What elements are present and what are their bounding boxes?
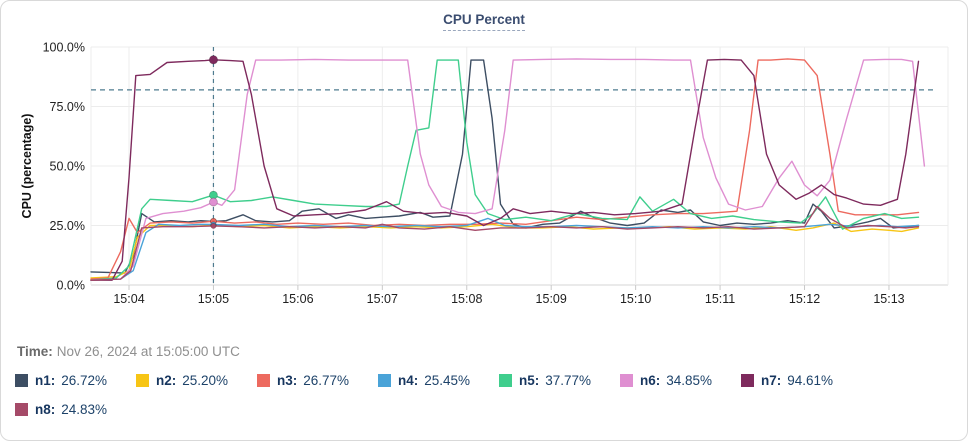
legend-swatch-n5	[499, 374, 512, 387]
legend-series-value: 94.61%	[787, 373, 834, 388]
legend-swatch-n8	[15, 403, 28, 416]
legend-swatch-n4	[378, 374, 391, 387]
series-line-n1	[90, 59, 920, 274]
x-tick-label: 15:12	[789, 292, 820, 306]
crosshair-time-readout: Time: Nov 26, 2024 at 15:05:00 UTC	[17, 344, 240, 359]
crosshair-marker-n7	[208, 55, 219, 65]
series-line-n5	[90, 59, 920, 281]
legend-series-value: 34.85%	[666, 373, 713, 388]
y-tick-label: 25.0%	[50, 219, 85, 233]
legend-item-n5[interactable]: n5: 37.77%	[499, 373, 620, 388]
panel-header: CPU Percent	[1, 12, 967, 31]
legend-item-n4[interactable]: n4: 25.45%	[378, 373, 499, 388]
legend-series-value: 25.45%	[424, 373, 471, 388]
y-tick-label: 100.0%	[43, 41, 85, 55]
x-tick-label: 15:08	[451, 292, 482, 306]
legend-item-n2[interactable]: n2: 25.20%	[136, 373, 257, 388]
legend-series-name: n8:	[35, 402, 56, 417]
series-line-n3	[90, 58, 920, 280]
legend-swatch-n7	[741, 374, 754, 387]
legend-series-name: n7:	[761, 373, 782, 388]
legend-series-name: n6:	[640, 373, 661, 388]
x-tick-label: 15:13	[873, 292, 904, 306]
series-line-n6	[90, 58, 926, 281]
x-tick-label: 15:04	[113, 292, 144, 306]
series-line-n2	[90, 222, 920, 279]
legend-series-value: 26.77%	[303, 373, 350, 388]
x-tick-label: 15:06	[282, 292, 313, 306]
x-tick-label: 15:05	[198, 292, 229, 306]
legend-series-value: 24.83%	[61, 402, 108, 417]
y-axis-title: CPU (percentage)	[20, 114, 34, 219]
crosshair-marker-n6	[209, 197, 218, 207]
x-tick-label: 15:07	[367, 292, 398, 306]
legend-item-n8[interactable]: n8: 24.83%	[15, 402, 136, 417]
legend-series-value: 26.72%	[61, 373, 108, 388]
series-line-n8	[90, 205, 920, 281]
legend-series-value: 25.20%	[182, 373, 229, 388]
legend-item-n6[interactable]: n6: 34.85%	[620, 373, 741, 388]
legend-item-n7[interactable]: n7: 94.61%	[741, 373, 862, 388]
legend-swatch-n6	[620, 374, 633, 387]
legend-series-value: 37.77%	[545, 373, 592, 388]
legend-series-name: n4:	[398, 373, 419, 388]
legend-series-name: n5:	[519, 373, 540, 388]
legend-swatch-n1	[15, 374, 28, 387]
legend-row-2: n8: 24.83%	[15, 402, 136, 417]
y-tick-label: 0.0%	[57, 279, 86, 293]
cpu-chart[interactable]: 0.0% 25.0% 50.0% 75.0% 100.0% 15:04 15:05 15:06…	[1, 37, 968, 317]
series-line-n7	[90, 58, 920, 281]
legend-series-name: n1:	[35, 373, 56, 388]
crosshair-marker-n8	[210, 222, 217, 229]
legend-row-1: n1: 26.72% n2: 25.20% n3: 26.77% n4: 25.45% n5: 3…	[15, 373, 862, 388]
legend-swatch-n3	[257, 374, 270, 387]
x-tick-label: 15:11	[705, 292, 735, 306]
x-tick-label: 15:09	[536, 292, 567, 306]
x-tick-label: 15:10	[620, 292, 651, 306]
legend-series-name: n2:	[156, 373, 177, 388]
panel-title[interactable]: CPU Percent	[443, 12, 525, 31]
legend-swatch-n2	[136, 374, 149, 387]
time-label: Time:	[17, 344, 53, 359]
y-tick-label: 50.0%	[50, 160, 85, 174]
legend-item-n3[interactable]: n3: 26.77%	[257, 373, 378, 388]
y-tick-label: 75.0%	[50, 100, 85, 114]
legend-series-name: n3:	[277, 373, 298, 388]
legend-item-n1[interactable]: n1: 26.72%	[15, 373, 136, 388]
time-value: Nov 26, 2024 at 15:05:00 UTC	[56, 344, 240, 359]
